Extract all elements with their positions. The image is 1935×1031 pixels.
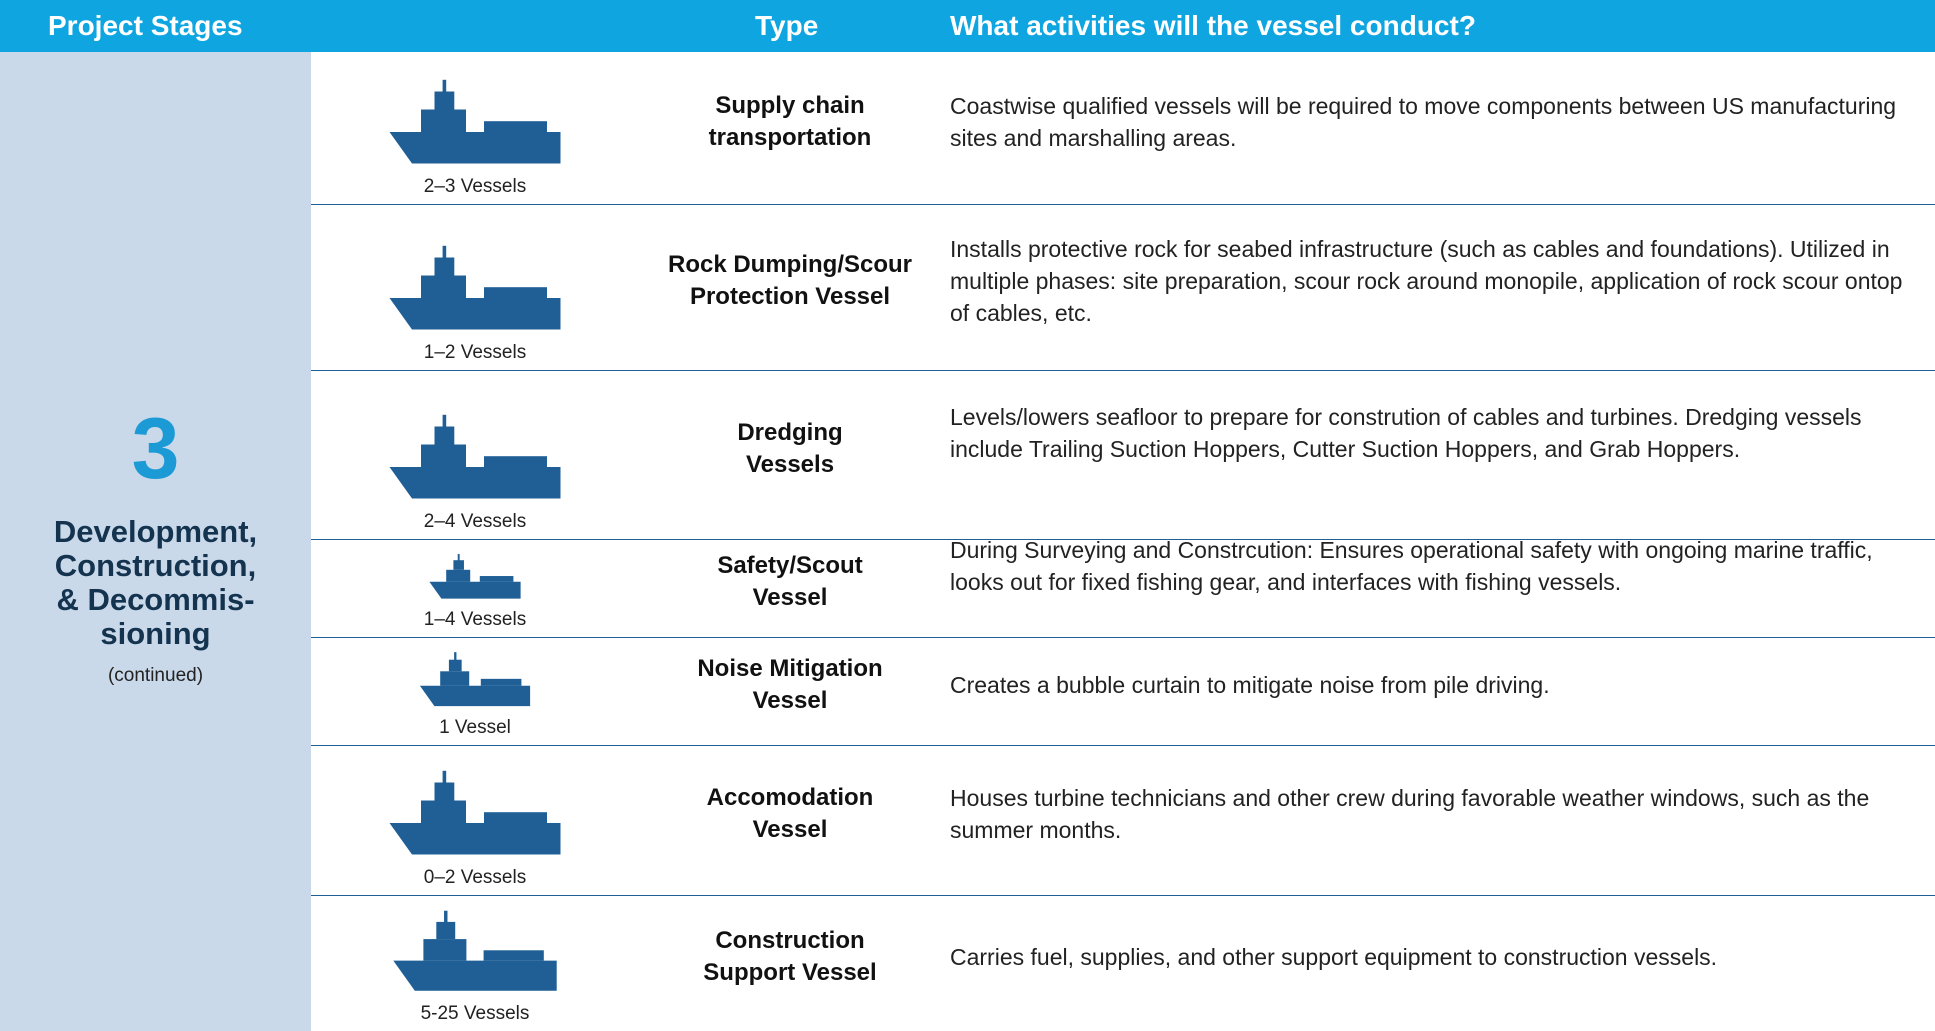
header-activities: What activities will the vessel conduct? [950,0,1476,52]
vessel-count: 5-25 Vessels [365,1003,585,1025]
vessel-description: Coastwise qualified vessels will be requ… [950,90,1910,154]
stage-number: 3 [0,400,311,499]
header-type: Type [755,0,818,52]
vessel-type-line: Dredging [640,417,940,449]
vessel-type-line: Protection Vessel [640,281,940,313]
row-separator [311,637,1935,638]
stage-name-line: & Decommis- [0,583,311,617]
row-separator [311,745,1935,746]
page: Project Stages Type What activities will… [0,0,1935,1031]
vessel-type-line: Construction [640,925,940,957]
stage-name-line: Construction, [0,549,311,583]
vessel-type-line: transportation [640,122,940,154]
row-separator [311,895,1935,896]
vessel-count: 1–4 Vessels [365,609,585,631]
vessel-type-line: Support Vessel [640,957,940,989]
row-separator [311,370,1935,371]
stage-name-line: sioning [0,617,311,651]
ship-icon [375,413,575,503]
header-bar: Project Stages Type What activities will… [0,0,1935,52]
vessel-description: Installs protective rock for seabed infr… [950,233,1910,329]
ship-icon [375,651,575,709]
vessel-description: Creates a bubble curtain to mitigate noi… [950,669,1910,701]
vessel-description: During Surveying and Constrcution: Ensur… [950,534,1910,598]
vessel-type-line: Supply chain [640,90,940,122]
vessel-type-line: Safety/Scout [640,550,940,582]
vessel-count: 2–4 Vessels [365,511,585,533]
stage-note: (continued) [0,665,311,687]
vessel-type-line: Vessels [640,449,940,481]
ship-icon [375,769,575,859]
vessel-count: 1 Vessel [365,717,585,739]
vessel-type-line: Rock Dumping/Scour [640,249,940,281]
vessel-type-line: Accomodation [640,782,940,814]
vessel-type-line: Vessel [640,582,940,614]
stage-name-line: Development, [0,515,311,549]
vessel-description: Houses turbine technicians and other cre… [950,782,1910,846]
vessel-count: 2–3 Vessels [365,176,585,198]
stage-name: Development,Construction,& Decommis-sion… [0,515,311,651]
vessel-type-line: Noise Mitigation [640,653,940,685]
row-separator [311,204,1935,205]
vessel-description: Levels/lowers seafloor to prepare for co… [950,401,1910,465]
header-stage: Project Stages [48,0,243,52]
vessel-count: 1–2 Vessels [365,342,585,364]
vessel-type-line: Vessel [640,814,940,846]
vessel-count: 0–2 Vessels [365,867,585,889]
vessel-type-line: Vessel [640,685,940,717]
ship-icon [375,553,575,601]
ship-icon [375,78,575,168]
vessel-description: Carries fuel, supplies, and other suppor… [950,941,1910,973]
ship-icon [375,244,575,334]
ship-icon [375,909,575,995]
